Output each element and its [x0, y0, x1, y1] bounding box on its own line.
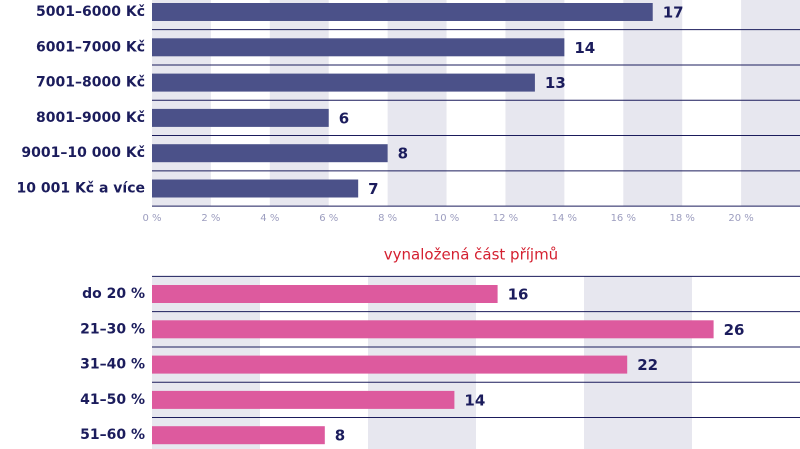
- x-tick-label: 8 %: [378, 213, 397, 224]
- value-label: 22: [637, 356, 658, 374]
- bar: [152, 320, 714, 339]
- category-label: 5001–6000 Kč: [36, 4, 145, 20]
- category-label: 51–60 %: [80, 427, 145, 443]
- band: [269, 0, 329, 207]
- category-label: 9001–10 000 Kč: [21, 145, 145, 161]
- band: [505, 0, 565, 207]
- value-label: 8: [398, 145, 408, 163]
- bar: [152, 38, 565, 57]
- x-tick-label: 10 %: [434, 213, 459, 224]
- band: [741, 0, 800, 207]
- value-label: 6: [339, 109, 349, 127]
- x-tick-label: 12 %: [493, 213, 518, 224]
- value-label: 26: [724, 321, 745, 339]
- x-tick-label: 18 %: [669, 213, 694, 224]
- chart-title: vynaložená část příjmů: [384, 246, 558, 264]
- category-label: 8001–9000 Kč: [36, 110, 145, 126]
- bar: [152, 144, 388, 163]
- bar: [152, 73, 535, 92]
- x-tick-label: 6 %: [319, 213, 338, 224]
- bar: [152, 426, 325, 445]
- bar: [152, 390, 455, 409]
- x-tick-label: 14 %: [552, 213, 577, 224]
- value-label: 16: [508, 286, 529, 304]
- value-label: 7: [368, 180, 378, 198]
- x-tick-label: 16 %: [611, 213, 636, 224]
- category-label: 7001–8000 Kč: [36, 75, 145, 91]
- value-label: 14: [574, 39, 595, 57]
- bar: [152, 3, 653, 21]
- category-label: 21–30 %: [80, 321, 145, 337]
- x-tick-label: 4 %: [260, 213, 279, 224]
- value-label: 14: [464, 391, 485, 409]
- band: [623, 0, 683, 207]
- band: [152, 0, 211, 207]
- bar: [152, 108, 329, 127]
- x-tick-label: 0 %: [142, 213, 161, 224]
- category-label: 10 001 Kč a více: [16, 181, 145, 197]
- value-label: 17: [663, 4, 684, 22]
- bar: [152, 179, 359, 198]
- category-label: do 20 %: [82, 286, 145, 302]
- value-label: 8: [335, 427, 345, 445]
- category-label: 6001–7000 Kč: [36, 39, 145, 55]
- band: [387, 0, 447, 207]
- value-label: 13: [545, 74, 566, 92]
- category-label: 31–40 %: [80, 357, 145, 373]
- x-tick-label: 2 %: [201, 213, 220, 224]
- category-label: 41–50 %: [80, 392, 145, 408]
- x-tick-label: 20 %: [728, 213, 753, 224]
- bar: [152, 355, 628, 374]
- bar: [152, 285, 498, 303]
